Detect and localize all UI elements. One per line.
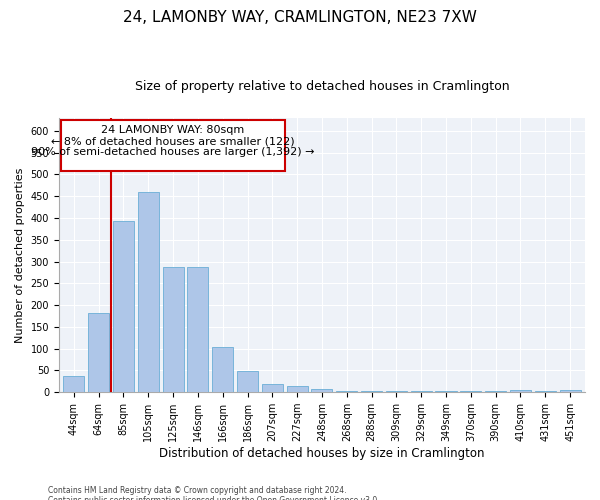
Bar	[237, 372, 258, 392]
FancyBboxPatch shape	[61, 120, 285, 171]
Title: Size of property relative to detached houses in Cramlington: Size of property relative to detached ho…	[134, 80, 509, 93]
Bar	[88, 313, 109, 392]
Bar	[262, 384, 283, 392]
Bar	[336, 391, 358, 392]
Bar	[63, 376, 85, 392]
Bar	[460, 391, 481, 392]
Bar	[311, 388, 332, 392]
Bar	[361, 391, 382, 392]
Text: 90% of semi-detached houses are larger (1,392) →: 90% of semi-detached houses are larger (…	[31, 147, 315, 157]
Bar	[436, 391, 457, 392]
Bar	[163, 267, 184, 392]
Bar	[287, 386, 308, 392]
Bar	[410, 391, 432, 392]
Bar	[212, 348, 233, 392]
Bar	[187, 267, 208, 392]
Text: ← 8% of detached houses are smaller (122): ← 8% of detached houses are smaller (122…	[51, 136, 295, 146]
Text: Contains public sector information licensed under the Open Government Licence v3: Contains public sector information licen…	[48, 496, 380, 500]
Bar	[535, 391, 556, 392]
Bar	[386, 391, 407, 392]
Bar	[510, 390, 531, 392]
Bar	[137, 192, 159, 392]
X-axis label: Distribution of detached houses by size in Cramlington: Distribution of detached houses by size …	[159, 447, 485, 460]
Text: Contains HM Land Registry data © Crown copyright and database right 2024.: Contains HM Land Registry data © Crown c…	[48, 486, 347, 495]
Y-axis label: Number of detached properties: Number of detached properties	[15, 168, 25, 342]
Bar	[113, 221, 134, 392]
Bar	[485, 391, 506, 392]
Bar	[560, 390, 581, 392]
Text: 24, LAMONBY WAY, CRAMLINGTON, NE23 7XW: 24, LAMONBY WAY, CRAMLINGTON, NE23 7XW	[123, 10, 477, 25]
Text: 24 LAMONBY WAY: 80sqm: 24 LAMONBY WAY: 80sqm	[101, 125, 245, 135]
